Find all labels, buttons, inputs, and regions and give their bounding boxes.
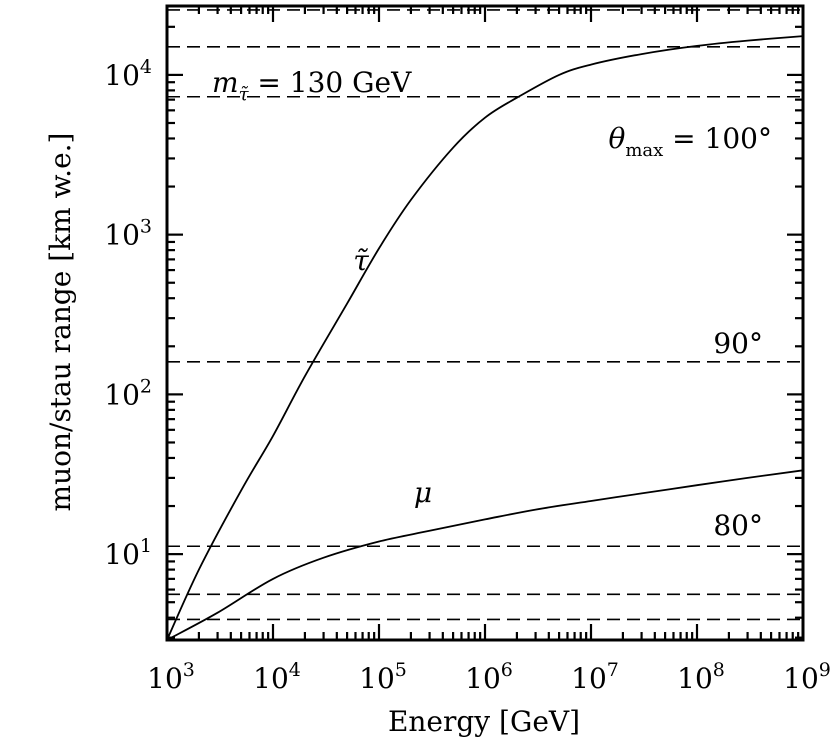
stau-curve — [166, 35, 804, 641]
y-tick-label-exponent: 1 — [140, 535, 152, 557]
x-axis-label: Energy [GeV] — [388, 705, 580, 738]
ticks — [165, 6, 805, 640]
x-tick-label-base: 10 — [253, 662, 289, 695]
muon-curve — [166, 469, 804, 641]
reference-lines — [167, 9, 803, 621]
x-tick-label: 107 — [571, 659, 619, 695]
y-tick-label-base: 10 — [104, 219, 140, 252]
x-tick-label-base: 10 — [783, 662, 819, 695]
x-tick-label-exponent: 9 — [819, 659, 830, 681]
x-tick-label: 105 — [359, 659, 407, 695]
y-tick-label-base: 10 — [104, 538, 140, 571]
y-tick-label: 103 — [104, 216, 152, 252]
label-90deg: 90° — [713, 327, 763, 360]
muon-curve-label: μ — [414, 476, 432, 509]
plot-frame — [165, 4, 805, 642]
x-tick-label-base: 10 — [677, 662, 713, 695]
y-axis-label: muon/stau range [km w.e.] — [44, 133, 77, 512]
curves — [166, 35, 804, 641]
x-tick-label-exponent: 6 — [501, 659, 513, 681]
plot-border — [165, 4, 805, 642]
theta-max-annotation: θmax = 100° — [608, 122, 772, 161]
x-tick-label-exponent: 8 — [713, 659, 725, 681]
x-tick-label-exponent: 4 — [289, 659, 301, 681]
y-tick-label: 101 — [104, 535, 152, 571]
x-tick-label-base: 10 — [465, 662, 501, 695]
y-tick-label-exponent: 3 — [140, 216, 152, 238]
x-tick-label-base: 10 — [571, 662, 607, 695]
y-tick-label-base: 10 — [104, 378, 140, 411]
x-tick-label-exponent: 7 — [607, 659, 619, 681]
x-tick-label: 103 — [147, 659, 195, 695]
x-tick-label-exponent: 3 — [183, 659, 195, 681]
y-tick-label: 104 — [104, 56, 152, 92]
x-tick-label-base: 10 — [147, 662, 183, 695]
x-tick-label: 104 — [253, 659, 301, 695]
y-tick-label-exponent: 4 — [140, 56, 152, 78]
x-tick-label: 106 — [465, 659, 513, 695]
x-tick-label: 108 — [677, 659, 725, 695]
mass-annotation: mτ̃ = 130 GeV — [212, 66, 412, 105]
x-tick-label-exponent: 5 — [395, 659, 407, 681]
y-tick-label-exponent: 2 — [140, 375, 152, 397]
x-tick-label-base: 10 — [359, 662, 395, 695]
y-tick-label-base: 10 — [104, 59, 140, 92]
x-tick-label: 109 — [783, 659, 830, 695]
stau-curve-label: τ̃ — [353, 244, 369, 277]
label-80deg: 80° — [713, 509, 763, 542]
y-tick-label: 102 — [104, 375, 152, 411]
